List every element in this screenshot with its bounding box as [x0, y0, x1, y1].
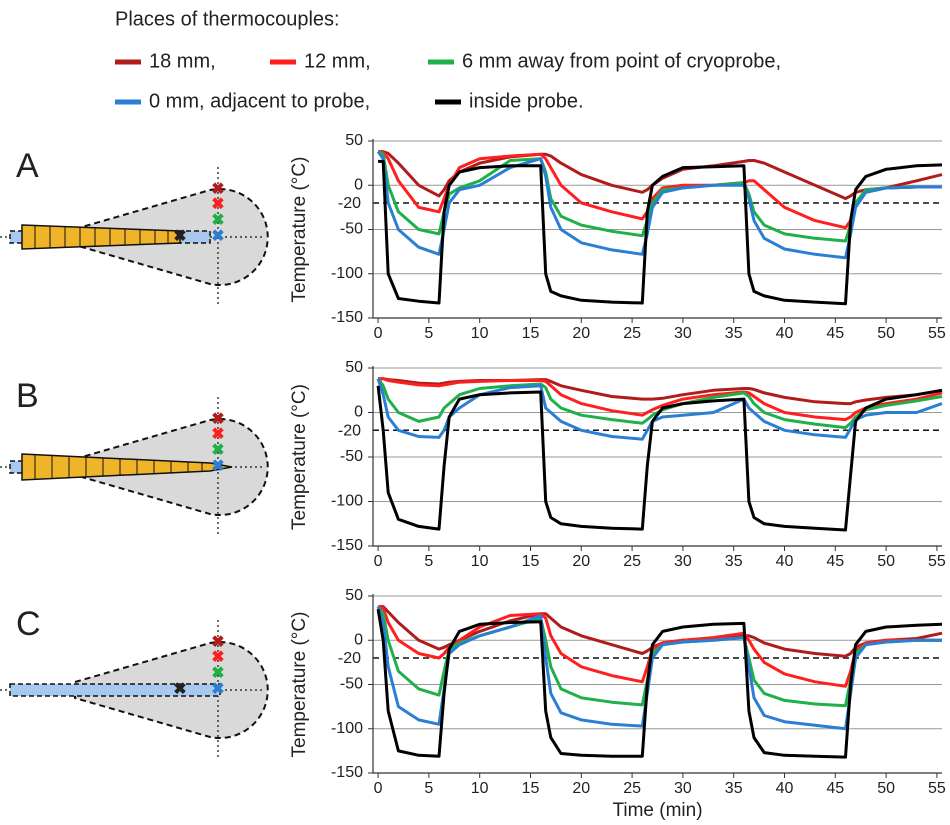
y-tick-label: -150: [331, 309, 363, 326]
x-tick-label: 15: [522, 553, 540, 570]
y-axis-label: Temperature (°C): [289, 157, 310, 303]
diagram-b: [0, 396, 269, 538]
x-tick-label: 15: [522, 325, 540, 342]
x-tick-label: 20: [572, 553, 590, 570]
panel-label: B: [16, 377, 39, 415]
x-tick-label: 55: [928, 780, 946, 797]
x-tick-label: 10: [471, 780, 489, 797]
y-tick-label: -50: [340, 448, 363, 465]
x-tick-label: 25: [623, 780, 641, 797]
x-tick-label: 35: [725, 553, 743, 570]
x-tick-label: 25: [623, 325, 641, 342]
x-axis-label: Time (min): [612, 800, 702, 821]
x-tick-label: 5: [424, 780, 433, 797]
series-line: [376, 378, 943, 441]
x-tick-label: 35: [725, 780, 743, 797]
series-line: [378, 159, 943, 306]
legend-label: 12 mm,: [304, 50, 371, 72]
x-tick-label: 40: [776, 780, 794, 797]
x-tick-label: 50: [877, 553, 895, 570]
y-tick-label: 0: [354, 631, 363, 648]
x-tick-label: 0: [374, 553, 383, 570]
svg-text:✖: ✖: [173, 228, 186, 245]
diagram-a: ✖: [0, 166, 269, 308]
series-line: [377, 605, 942, 688]
x-tick-label: 45: [826, 325, 844, 342]
reference-label: -20: [338, 195, 361, 212]
x-tick-label: 10: [471, 325, 489, 342]
x-tick-label: 0: [374, 325, 383, 342]
x-tick-label: 45: [826, 553, 844, 570]
x-tick-label: 10: [471, 553, 489, 570]
x-tick-label: 5: [424, 553, 433, 570]
y-tick-label: -100: [331, 265, 363, 282]
panel-label: C: [16, 605, 41, 643]
legend-label: 0 mm, adjacent to probe,: [149, 90, 370, 112]
y-tick-label: 50: [345, 359, 363, 376]
y-tick-label: 0: [354, 404, 363, 421]
series-line: [378, 605, 943, 658]
series-line: [376, 385, 943, 532]
x-tick-label: 20: [572, 325, 590, 342]
y-tick-label: -50: [340, 221, 363, 238]
series-line: [378, 150, 943, 200]
diagram-c: ✖: [0, 619, 269, 761]
series-line: [376, 605, 942, 708]
y-tick-label: -100: [331, 493, 363, 510]
legend-title: Places of thermocouples:: [115, 8, 340, 30]
x-tick-label: 15: [522, 780, 540, 797]
series-line: [378, 377, 943, 406]
svg-text:✖: ✖: [173, 681, 186, 698]
reference-label: -20: [338, 650, 361, 667]
y-axis-label: Temperature (°C): [289, 384, 310, 530]
x-tick-label: 30: [674, 780, 692, 797]
x-tick-label: 40: [776, 553, 794, 570]
x-tick-label: 35: [725, 325, 743, 342]
y-tick-label: -100: [331, 720, 363, 737]
x-tick-label: 0: [374, 780, 383, 797]
y-tick-label: -150: [331, 537, 363, 554]
x-tick-label: 50: [877, 325, 895, 342]
x-tick-label: 30: [674, 553, 692, 570]
legend-label: inside probe.: [469, 90, 584, 112]
x-tick-label: 40: [776, 325, 794, 342]
legend-label: 6 mm away from point of cryoprobe,: [462, 50, 781, 72]
x-tick-label: 30: [674, 325, 692, 342]
x-tick-label: 55: [928, 325, 946, 342]
y-tick-label: -50: [340, 676, 363, 693]
legend-label: 18 mm,: [149, 50, 216, 72]
x-tick-label: 25: [623, 553, 641, 570]
y-tick-label: 0: [354, 176, 363, 193]
series-line: [376, 609, 943, 759]
series-line: [377, 150, 942, 230]
x-tick-label: 5: [424, 325, 433, 342]
series-line: [378, 377, 943, 422]
series-line: [376, 377, 943, 430]
x-tick-label: 50: [877, 780, 895, 797]
x-tick-label: 20: [572, 780, 590, 797]
panel-label: A: [16, 147, 39, 185]
x-tick-label: 45: [826, 780, 844, 797]
y-tick-label: 50: [345, 132, 363, 149]
y-axis-label: Temperature (°C): [289, 612, 310, 758]
reference-label: -20: [338, 423, 361, 440]
y-tick-label: -150: [331, 764, 363, 781]
x-tick-label: 55: [928, 553, 946, 570]
y-tick-label: 50: [345, 587, 363, 604]
series-line: [376, 606, 942, 731]
